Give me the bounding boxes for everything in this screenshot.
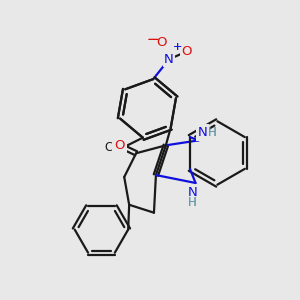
Text: +: + (173, 42, 183, 52)
Text: O: O (156, 36, 166, 49)
Text: +: + (173, 42, 183, 52)
Text: O: O (156, 36, 166, 49)
Text: O: O (182, 45, 192, 58)
Text: N: N (198, 126, 207, 139)
Text: H: H (188, 196, 197, 209)
Text: −: − (147, 32, 160, 47)
Text: H: H (208, 126, 217, 139)
Text: CH₃: CH₃ (104, 141, 126, 154)
Text: CH₃: CH₃ (104, 141, 126, 154)
Text: H: H (188, 196, 197, 209)
Text: H: H (208, 126, 217, 139)
Text: N: N (188, 186, 197, 200)
Text: O: O (114, 139, 124, 152)
Text: −: − (147, 32, 160, 47)
Text: N: N (188, 186, 197, 200)
Text: N: N (164, 53, 174, 66)
Text: N: N (164, 53, 174, 66)
Text: O: O (182, 45, 192, 58)
Text: O: O (114, 139, 124, 152)
Text: N: N (198, 126, 207, 139)
